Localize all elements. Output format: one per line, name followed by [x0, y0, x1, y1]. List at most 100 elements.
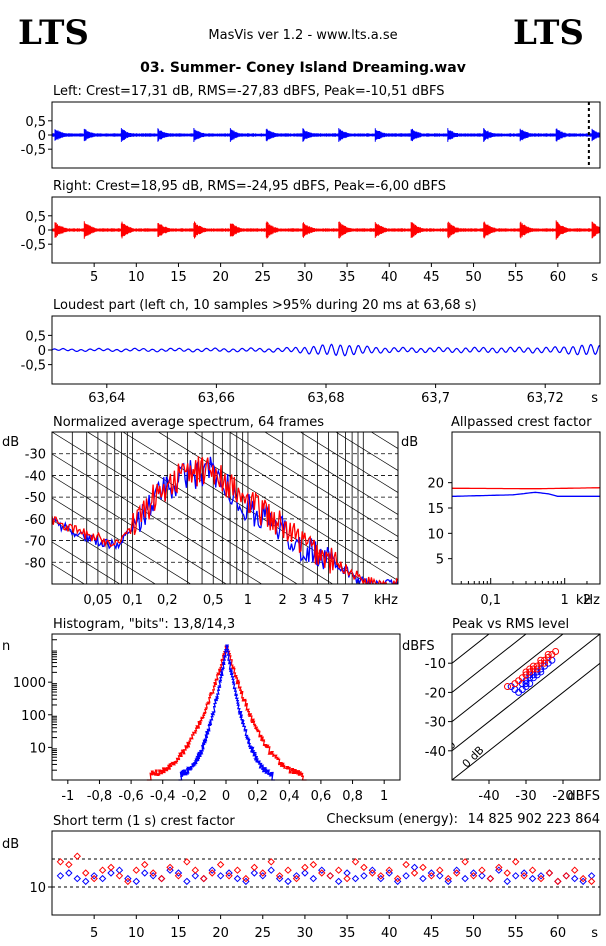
- point-right: [504, 683, 511, 691]
- point-right: [385, 866, 393, 874]
- point-right: [511, 858, 520, 866]
- y-tick-label: -30: [25, 448, 46, 463]
- point-left: [284, 877, 292, 886]
- point-right: [191, 866, 200, 874]
- left-waveform: Left: Crest=17,31 dB, RMS=-27,83 dBFS, P…: [21, 84, 601, 169]
- slope-line: [52, 541, 121, 584]
- crest-line: [452, 662, 600, 780]
- x-tick-label: 0,2: [157, 593, 178, 608]
- point-left: [478, 872, 486, 880]
- loudest-trace: [51, 343, 601, 357]
- x-tick-label: 5: [90, 926, 98, 941]
- point-left: [503, 877, 511, 886]
- point-left: [545, 869, 554, 877]
- y-tick-label: -50: [25, 491, 46, 506]
- point-right: [82, 869, 90, 877]
- point-right: [292, 874, 301, 883]
- point-right: [250, 863, 259, 872]
- crest-line: [452, 634, 600, 752]
- x-tick-label: 5: [324, 593, 332, 608]
- x-tick-label: 55: [507, 926, 524, 941]
- slope-line: [52, 497, 192, 584]
- point-right: [360, 863, 368, 872]
- point-right: [183, 858, 191, 866]
- point-right: [56, 858, 65, 866]
- slope-line: [335, 432, 398, 471]
- point-right: [73, 852, 81, 860]
- slope-line: [52, 453, 263, 584]
- point-right: [107, 863, 115, 872]
- point-right: [301, 863, 309, 872]
- y-tick-label: -40: [425, 745, 446, 760]
- slope-line: [52, 652, 398, 867]
- point-right: [326, 872, 334, 880]
- plot-frame: [51, 315, 601, 385]
- x-tick-label: -40: [478, 789, 499, 804]
- plot-title: Normalized average spectrum, 64 frames: [53, 415, 324, 430]
- y-label: dB: [2, 435, 19, 450]
- x-tick-label: 2: [583, 593, 591, 608]
- spectrum-left: [52, 456, 398, 584]
- point-right: [267, 858, 275, 866]
- checksum-label: Checksum (energy):: [326, 812, 458, 827]
- point-left: [486, 874, 495, 883]
- point-right: [174, 872, 183, 880]
- x-tick-label: 35: [339, 926, 356, 941]
- point-left: [292, 872, 301, 880]
- x-tick-label: 0,2: [247, 789, 268, 804]
- point-right: [427, 872, 436, 880]
- point-left: [579, 877, 587, 886]
- point-right: [537, 874, 545, 883]
- x-tick-label: -0,2: [182, 789, 207, 804]
- x-tick-label: 50: [465, 270, 482, 285]
- point-left: [208, 866, 216, 874]
- point-left: [107, 869, 115, 877]
- point-left: [452, 866, 461, 874]
- plot-title: Loudest part (left ch, 10 samples >95% d…: [53, 298, 477, 313]
- point-right: [318, 869, 326, 877]
- point-left: [495, 866, 503, 874]
- point-right: [343, 874, 351, 883]
- app-version: MasVis ver 1.2 - www.lts.a.se: [208, 28, 397, 43]
- point-left: [402, 872, 410, 880]
- point-right: [562, 872, 570, 880]
- y-tick-label: -0,5: [21, 238, 46, 253]
- x-tick-label: 15: [170, 270, 187, 285]
- y-tick-label: 0: [38, 344, 46, 359]
- x-tick-label: -0,4: [150, 789, 175, 804]
- x-tick-label: 3: [299, 593, 307, 608]
- point-right: [410, 869, 419, 877]
- point-left: [528, 874, 537, 883]
- point-left: [436, 872, 444, 880]
- point-left: [444, 877, 452, 886]
- x-tick-label: 30: [297, 270, 314, 285]
- point-left: [537, 872, 545, 880]
- slope-line: [52, 475, 227, 584]
- point-right: [65, 860, 73, 869]
- point-right: [124, 877, 132, 886]
- slope-line: [193, 432, 398, 559]
- x-tick-label: 7: [341, 593, 349, 608]
- point-right: [208, 869, 216, 877]
- y-tick-label: -10: [425, 657, 446, 672]
- slope-line: [157, 432, 398, 581]
- point-left: [267, 866, 275, 874]
- point-left: [518, 685, 526, 693]
- x-tick-label: 1: [380, 789, 388, 804]
- y-tick-label: -20: [425, 686, 446, 701]
- x-tick-label: 0,6: [311, 789, 332, 804]
- point-left: [360, 872, 368, 880]
- point-left: [511, 872, 520, 880]
- point-left: [191, 872, 200, 880]
- plot-frame: [51, 830, 601, 916]
- point-left: [132, 877, 141, 886]
- point-right: [444, 874, 452, 883]
- checksum-value: 14 825 902 223 864: [468, 812, 600, 827]
- point-left: [562, 872, 570, 880]
- x-tick-label: 30: [297, 926, 314, 941]
- point-right: [571, 866, 579, 874]
- plot-title: Allpassed crest factor: [451, 415, 592, 430]
- point-left: [520, 869, 528, 877]
